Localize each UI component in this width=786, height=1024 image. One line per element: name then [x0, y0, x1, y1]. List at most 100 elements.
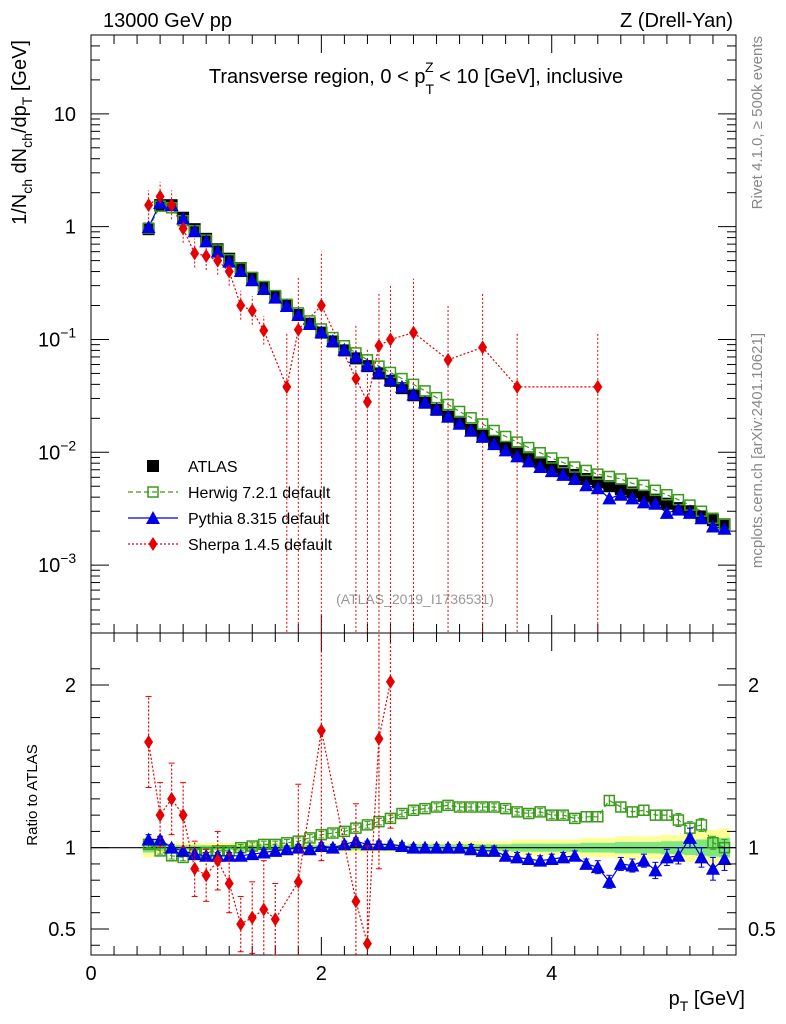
- ratio-point-sherpa: [236, 917, 246, 932]
- ratio-point-pythia: [671, 848, 686, 862]
- main-point-pythia: [510, 449, 525, 463]
- main-line-sherpa: [148, 195, 598, 404]
- main-point-pythia: [141, 220, 156, 234]
- main-point-pythia: [233, 263, 248, 277]
- ratio-point-pythia: [325, 840, 340, 854]
- main-point-sherpa: [593, 379, 603, 394]
- ratio-point-pythia: [256, 845, 271, 859]
- ratio-point-sherpa: [259, 902, 269, 917]
- ratio-point-pythia: [164, 840, 179, 854]
- ratio-point-pythia: [314, 839, 329, 853]
- main-point-sherpa: [144, 198, 154, 213]
- ratio-point-herwig: [488, 801, 500, 813]
- ratio-point-pythia: [705, 861, 720, 875]
- ratio-point-sherpa: [293, 874, 303, 889]
- main-point-atlas: [603, 480, 616, 493]
- ratio-point-herwig: [626, 806, 639, 818]
- main-point-herwig: [511, 436, 523, 448]
- main-point-sherpa: [167, 198, 177, 213]
- ratio-point-pythia: [567, 848, 582, 862]
- main-point-pythia: [256, 282, 271, 296]
- main-point-pythia: [441, 409, 456, 423]
- main-point-pythia: [487, 437, 502, 451]
- legend-label-pythia: Pythia 8.315 default: [188, 511, 330, 528]
- main-point-sherpa: [224, 264, 234, 279]
- ratio-point-pythia: [521, 852, 536, 866]
- ratio-point-herwig: [557, 809, 569, 821]
- main-point-pythia: [360, 358, 375, 372]
- main-point-pythia: [556, 467, 571, 481]
- main-point-herwig: [476, 418, 489, 430]
- ratio-point-pythia: [360, 837, 375, 851]
- ratio-point-pythia: [187, 847, 202, 861]
- ratio-point-herwig: [661, 809, 673, 821]
- legend-label-herwig: Herwig 7.2.1 default: [188, 485, 331, 502]
- main-point-sherpa: [293, 322, 303, 337]
- main-point-pythia: [705, 519, 720, 533]
- ratio-ylabel: Ratio to ATLAS: [24, 744, 41, 845]
- main-point-sherpa: [409, 325, 418, 340]
- main-point-sherpa: [385, 332, 395, 347]
- ratio-point-pythia: [452, 840, 467, 854]
- analysis-annotation: (ATLAS_2019_I1736531): [336, 591, 494, 607]
- ratio-point-herwig: [476, 801, 489, 813]
- main-point-pythia: [268, 290, 283, 304]
- main-point-pythia: [187, 224, 202, 238]
- main-point-sherpa: [178, 221, 188, 236]
- main-point-sherpa: [362, 394, 372, 409]
- main-point-herwig: [499, 430, 512, 443]
- ratio-xtick-label: 2: [316, 963, 327, 985]
- ratio-point-pythia: [556, 850, 571, 864]
- main-ytick-label: 10−2: [38, 437, 76, 464]
- header-left: 13000 GeV pp: [103, 10, 232, 32]
- legend-marker-atlas: [147, 460, 159, 472]
- ratio-point-sherpa: [190, 861, 200, 876]
- main-point-pythia: [325, 333, 340, 347]
- ratio-point-herwig: [649, 809, 662, 821]
- ratio-point-herwig: [430, 801, 443, 813]
- ratio-ytick-label-right: 0.5: [748, 919, 776, 941]
- main-point-pythia: [245, 273, 260, 287]
- ratio-xlabel: pT [GeV]: [669, 988, 745, 1014]
- ratio-point-herwig: [707, 837, 719, 849]
- main-point-herwig: [453, 405, 466, 418]
- ratio-point-pythia: [233, 848, 248, 862]
- ratio-point-sherpa: [213, 853, 223, 868]
- ratio-point-herwig: [453, 801, 466, 813]
- main-point-herwig: [465, 412, 477, 424]
- ratio-point-pythia: [510, 850, 525, 864]
- main-point-sherpa: [213, 253, 223, 268]
- ratio-ytick-label-right: 1: [748, 838, 759, 860]
- ratio-point-pythia: [141, 832, 156, 846]
- main-point-pythia: [671, 502, 686, 516]
- ratio-point-pythia: [245, 847, 260, 861]
- main-point-sherpa: [190, 246, 200, 261]
- ratio-point-pythia: [394, 839, 409, 853]
- ratio-panel-frame: [90, 632, 737, 956]
- main-point-herwig: [545, 452, 558, 464]
- ratio-point-pythia: [279, 842, 294, 856]
- main-point-pythia: [291, 307, 306, 321]
- main-point-herwig: [488, 424, 500, 437]
- ratio-point-herwig: [569, 812, 581, 825]
- ratio-point-herwig: [672, 814, 685, 826]
- ratio-point-pythia: [533, 853, 548, 867]
- ratio-point-pythia: [636, 853, 651, 867]
- main-point-herwig: [522, 441, 535, 454]
- ratio-point-pythia: [302, 842, 317, 856]
- ratio-point-herwig: [534, 806, 546, 818]
- main-point-herwig: [615, 473, 627, 485]
- ratio-point-pythia: [717, 852, 732, 866]
- main-point-sherpa: [316, 298, 326, 313]
- ratio-ytick-label: 0.5: [48, 919, 76, 941]
- ratio-point-sherpa: [224, 876, 234, 891]
- mcplots-label: mcplots.cern.ch [arXiv:2401.10621]: [749, 333, 766, 568]
- main-point-pythia: [579, 478, 594, 492]
- ratio-point-pythia: [441, 840, 456, 854]
- ratio-point-herwig: [338, 825, 351, 838]
- main-point-pythia: [521, 454, 536, 468]
- ratio-point-herwig: [511, 806, 523, 818]
- main-ytick-label: 10−1: [38, 324, 76, 351]
- main-point-pythia: [613, 487, 628, 501]
- main-point-herwig: [580, 464, 593, 477]
